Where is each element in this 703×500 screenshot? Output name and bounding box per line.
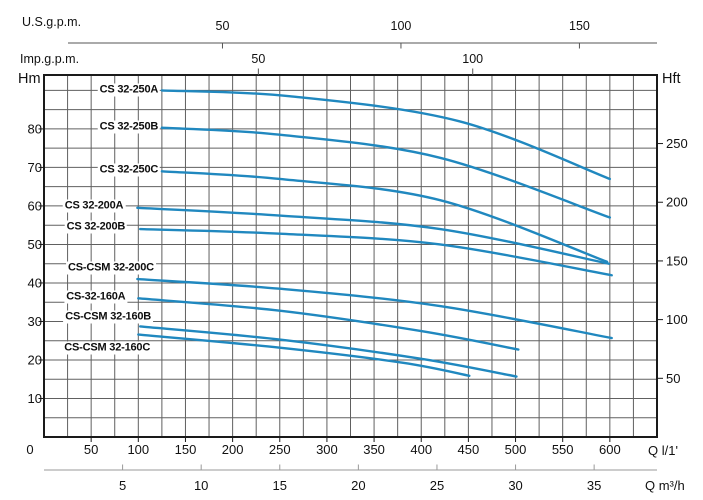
y-axis-label: Hm xyxy=(18,71,41,87)
impgpm-tick-label: 100 xyxy=(462,52,483,66)
usgpm-tick-label: 150 xyxy=(569,19,590,33)
y2-tick-label: 150 xyxy=(666,253,688,268)
m3h-tick-label: 30 xyxy=(508,478,522,493)
curve-CS-32-160A xyxy=(137,297,520,351)
y2-axis-label: Hft xyxy=(662,71,681,87)
curve-CS-32-250A xyxy=(160,89,612,181)
curve-label-CS-32-250B: CS 32-250B xyxy=(97,120,161,134)
curve-CS-32-200A xyxy=(136,206,611,265)
x-tick-label: 450 xyxy=(458,442,480,457)
curve-label-CS-32-200A: CS 32-200A xyxy=(62,199,126,213)
curve-CS-32-250B xyxy=(160,126,612,219)
y-tick-label: 40 xyxy=(28,275,42,290)
y2-tick-label: 50 xyxy=(666,371,680,386)
curve-label-CS-CSM-32-160C: CS-CSM 32-160C xyxy=(62,341,153,355)
x-tick-label: 600 xyxy=(599,442,621,457)
imp-gpm-axis-label: Imp.g.p.m. xyxy=(20,52,80,66)
m3h-tick-label: 15 xyxy=(273,478,287,493)
m3h-tick-label: 5 xyxy=(119,478,126,493)
plot-frame xyxy=(43,74,658,438)
curve-CS-32-250C xyxy=(160,170,609,263)
x-tick-label: 100 xyxy=(127,442,149,457)
x-tick-label: 200 xyxy=(222,442,244,457)
x2-axis-label: Q m³/h xyxy=(645,478,685,493)
x-tick-label: 500 xyxy=(505,442,527,457)
y-tick-label: 60 xyxy=(28,198,42,213)
curve-label-CS-CSM-32-200C: CS-CSM 32-200C xyxy=(66,261,156,275)
x-tick-label: 550 xyxy=(552,442,574,457)
x-axis-label: Q l/1' xyxy=(648,443,678,458)
m3h-tick-label: 35 xyxy=(587,478,601,493)
curve-label-CS-CSM-32-160B: CS-CSM 32-160B xyxy=(63,310,154,324)
curve-label-CS-32-250A: CS 32-250A xyxy=(97,83,161,97)
curve-label-CS-32-200B: CS 32-200B xyxy=(64,220,128,234)
curve-CS-CSM-32-160B xyxy=(138,325,518,378)
us-gpm-axis-label: U.S.g.p.m. xyxy=(22,15,82,29)
y-tick-label: 80 xyxy=(28,121,42,136)
x-tick-label: 0 xyxy=(26,442,33,457)
y-tick-label: 10 xyxy=(28,391,42,406)
curve-label-CS-32-160A: CS-32-160A xyxy=(64,290,128,304)
x-tick-label: 400 xyxy=(410,442,432,457)
curve-CS-CSM-32-160C xyxy=(137,333,471,377)
y2-tick-label: 200 xyxy=(666,195,688,210)
y2-tick-label: 100 xyxy=(666,312,688,327)
curve-CS-CSM-32-200C xyxy=(136,277,613,340)
m3h-tick-label: 20 xyxy=(351,478,365,493)
usgpm-tick-label: 50 xyxy=(216,19,230,33)
y-tick-label: 20 xyxy=(28,352,42,367)
m3h-tick-label: 10 xyxy=(194,478,208,493)
y-tick-label: 30 xyxy=(28,314,42,329)
y-tick-label: 50 xyxy=(28,237,42,252)
impgpm-tick-label: 50 xyxy=(251,52,265,66)
curve-label-CS-32-250C: CS 32-250C xyxy=(97,163,161,177)
x-tick-label: 50 xyxy=(84,442,98,457)
usgpm-tick-label: 100 xyxy=(391,19,412,33)
y-tick-label: 70 xyxy=(28,160,42,175)
x-tick-label: 150 xyxy=(175,442,197,457)
y2-tick-label: 250 xyxy=(666,136,688,151)
m3h-tick-label: 25 xyxy=(430,478,444,493)
curve-CS-32-200B xyxy=(138,227,613,277)
x-tick-label: 250 xyxy=(269,442,291,457)
x-tick-label: 350 xyxy=(363,442,385,457)
x-tick-label: 300 xyxy=(316,442,338,457)
